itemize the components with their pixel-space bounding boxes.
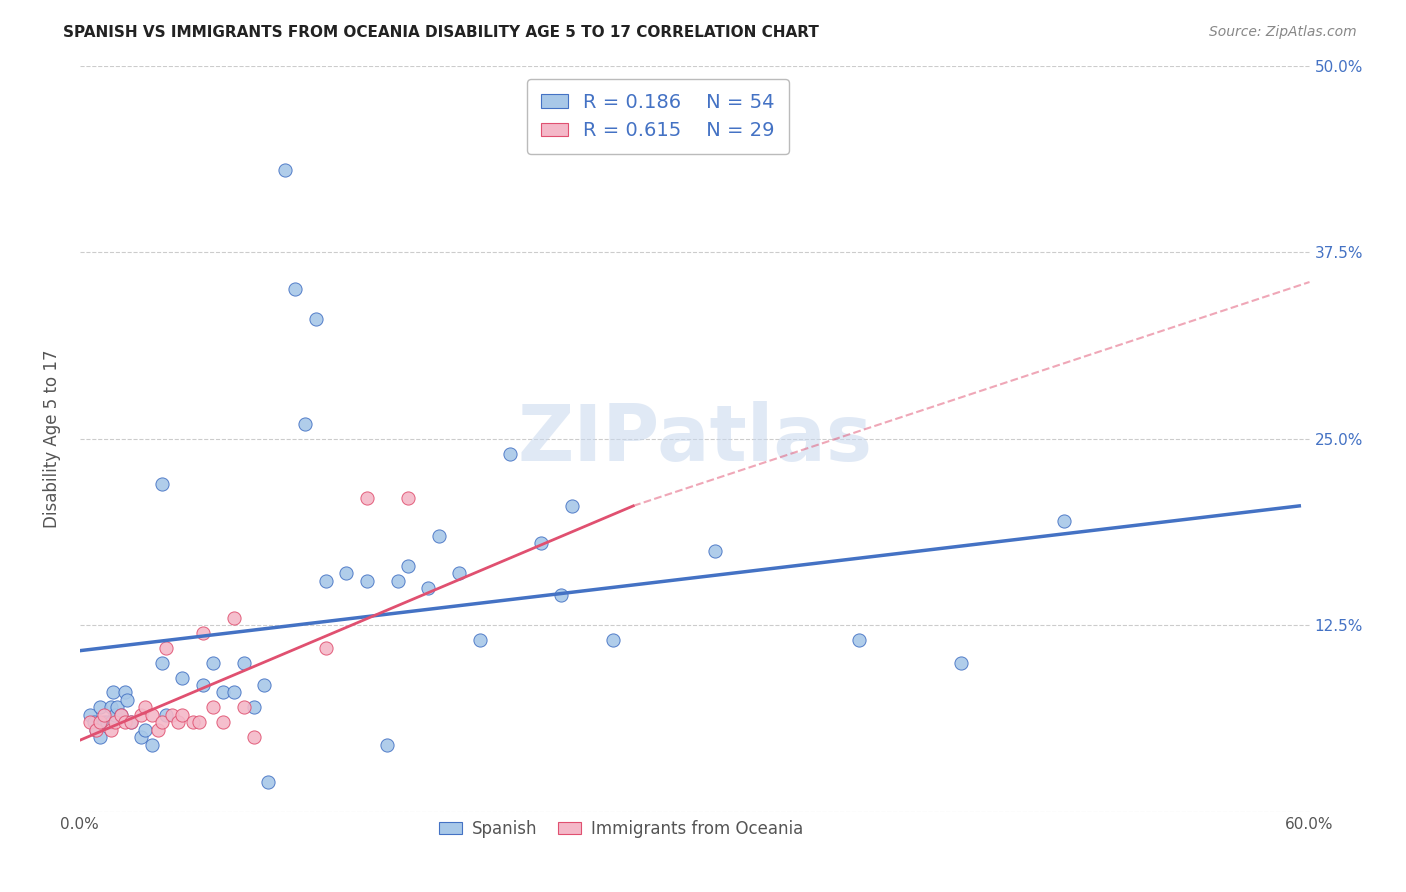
Point [222, 611, 245, 625]
Point [243, 731, 266, 745]
Point [104, 707, 127, 722]
Point [89, 715, 111, 730]
Point [704, 543, 727, 558]
Point [499, 447, 522, 461]
Point [335, 566, 357, 580]
Point [356, 491, 378, 506]
Point [150, 715, 173, 730]
Point [274, 163, 297, 178]
Point [134, 700, 156, 714]
Point [84, 723, 107, 737]
Y-axis label: Disability Age 5 to 17: Disability Age 5 to 17 [44, 350, 60, 528]
Point [202, 656, 225, 670]
Point [114, 715, 136, 730]
Point [304, 312, 326, 326]
Legend: Spanish, Immigrants from Oceania: Spanish, Immigrants from Oceania [432, 814, 810, 845]
Point [315, 574, 337, 588]
Point [212, 715, 235, 730]
Point [93, 715, 115, 730]
Point [114, 685, 136, 699]
Point [110, 707, 132, 722]
Point [375, 738, 398, 752]
Point [284, 283, 307, 297]
Point [89, 700, 111, 714]
Point [602, 633, 624, 648]
Point [155, 640, 177, 655]
Text: ZIPatlas: ZIPatlas [517, 401, 872, 476]
Point [115, 693, 138, 707]
Point [167, 715, 190, 730]
Point [141, 707, 163, 722]
Point [89, 731, 111, 745]
Point [232, 700, 254, 714]
Point [150, 476, 173, 491]
Point [212, 685, 235, 699]
Point [427, 529, 450, 543]
Point [356, 574, 378, 588]
Text: SPANISH VS IMMIGRANTS FROM OCEANIA DISABILITY AGE 5 TO 17 CORRELATION CHART: SPANISH VS IMMIGRANTS FROM OCEANIA DISAB… [63, 25, 820, 40]
Point [155, 707, 177, 722]
Point [253, 678, 276, 692]
Point [131, 707, 153, 722]
Point [150, 656, 173, 670]
Point [202, 700, 225, 714]
Point [561, 499, 583, 513]
Point [315, 640, 337, 655]
Point [950, 656, 973, 670]
Point [187, 715, 209, 730]
Point [79, 707, 101, 722]
Point [243, 700, 266, 714]
Point [105, 700, 128, 714]
Point [447, 566, 470, 580]
Point [1052, 514, 1074, 528]
Point [100, 715, 122, 730]
Point [79, 715, 101, 730]
Point [191, 625, 214, 640]
Point [84, 723, 107, 737]
Point [93, 707, 115, 722]
Point [191, 678, 214, 692]
Point [468, 633, 491, 648]
Point [96, 715, 118, 730]
Point [530, 536, 553, 550]
Point [232, 656, 254, 670]
Point [120, 715, 142, 730]
Point [100, 723, 122, 737]
Point [83, 715, 105, 730]
Point [418, 581, 440, 595]
Point [110, 707, 132, 722]
Point [172, 671, 194, 685]
Point [848, 633, 870, 648]
Point [550, 589, 572, 603]
Point [141, 738, 163, 752]
Point [396, 491, 419, 506]
Point [396, 558, 419, 573]
Point [100, 700, 122, 714]
Point [134, 723, 156, 737]
Point [160, 707, 183, 722]
Point [172, 707, 194, 722]
Point [181, 715, 204, 730]
Point [294, 417, 316, 431]
Point [257, 775, 280, 789]
Point [101, 685, 124, 699]
Point [387, 574, 409, 588]
Text: Source: ZipAtlas.com: Source: ZipAtlas.com [1209, 25, 1357, 39]
Point [131, 731, 153, 745]
Point [120, 715, 142, 730]
Point [146, 723, 169, 737]
Point [222, 685, 245, 699]
Point [104, 715, 127, 730]
